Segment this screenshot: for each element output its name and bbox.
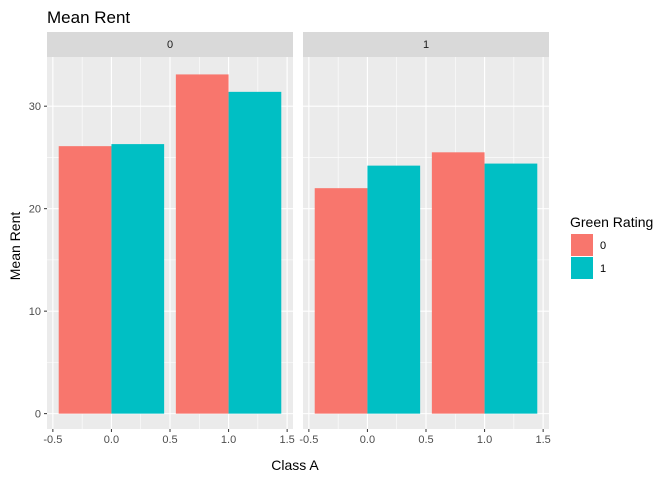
bar-group-1-class-1 (228, 91, 282, 414)
legend: Green Rating 0 1 (570, 214, 653, 279)
facet-strip (303, 32, 549, 57)
y-tick-label: 0 (35, 409, 41, 421)
bar-group-1-class-0 (367, 165, 421, 414)
y-tick-label: 20 (29, 204, 41, 216)
y-axis-title: Mean Rent (7, 212, 23, 281)
x-tick-label: 1.0 (221, 434, 236, 446)
legend-label: 0 (600, 240, 606, 252)
bar-group-1-class-0 (111, 144, 165, 414)
facet-panel-0: 0 -0.5 0.0 0.5 1.0 1.5 0 10 20 30 (29, 32, 295, 446)
x-tick-label: 1.5 (535, 434, 550, 446)
y-tick-label: 10 (29, 306, 41, 318)
x-tick-label: 1.5 (279, 434, 294, 446)
x-tick-label: 0.0 (104, 434, 119, 446)
bar-group-0-class-0 (314, 188, 368, 414)
bar-group-0-class-1 (175, 74, 229, 414)
facet-strip-label: 1 (423, 39, 429, 51)
legend-title: Green Rating (570, 214, 653, 230)
legend-key-0 (571, 234, 593, 256)
x-tick-label: 1.0 (477, 434, 492, 446)
facet-strip (47, 32, 293, 57)
facet-panel-1: 1 -0.5 0.0 0.5 1.0 1.5 (299, 32, 551, 446)
x-tick-label: 0.5 (162, 434, 177, 446)
bar-group-0-class-1 (431, 152, 485, 414)
x-tick-label: 0.5 (418, 434, 433, 446)
x-tick-label: -0.5 (43, 434, 62, 446)
y-tick-label: 30 (29, 101, 41, 113)
x-tick-label: -0.5 (299, 434, 318, 446)
facet-strip-label: 0 (167, 39, 173, 51)
x-axis-title: Class A (271, 457, 319, 473)
bar-group-0-class-0 (58, 146, 112, 414)
chart-title: Mean Rent (47, 8, 130, 27)
bar-group-1-class-1 (484, 163, 538, 414)
legend-key-1 (571, 257, 593, 279)
legend-label: 1 (600, 263, 606, 275)
x-tick-label: 0.0 (360, 434, 375, 446)
facet-panels: 0 -0.5 0.0 0.5 1.0 1.5 0 10 20 30 1 -0.5 0.0 0.5 1.0 1.… (29, 32, 551, 446)
